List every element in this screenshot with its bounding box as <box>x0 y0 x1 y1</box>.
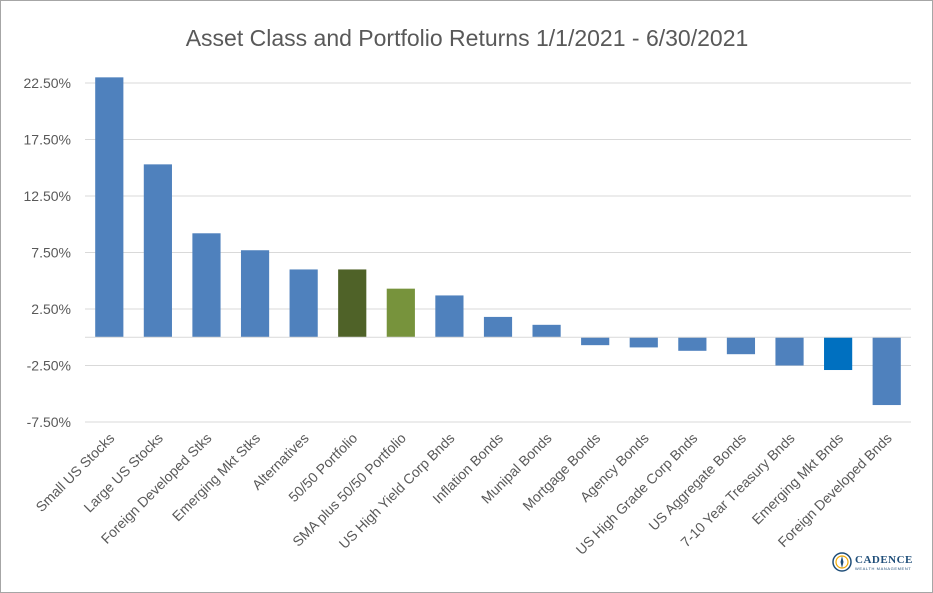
bar-emerging-mkt-stks <box>240 250 270 338</box>
bar-alternatives <box>289 269 318 338</box>
y-tick-label: 17.50% <box>24 132 71 148</box>
y-tick-label: 12.50% <box>24 188 71 204</box>
chart-title: Asset Class and Portfolio Returns 1/1/20… <box>186 25 749 51</box>
bar-us-aggregate-bonds <box>726 337 756 355</box>
y-tick-label: 2.50% <box>31 301 71 317</box>
gridlines <box>85 82 911 423</box>
bar-foreign-developed-stks <box>192 233 221 338</box>
logo-name: CADENCE <box>855 554 913 566</box>
bar-inflation-bonds <box>483 316 513 338</box>
bar-50-50-portfolio <box>338 269 367 338</box>
logo-tagline: WEALTH MANAGEMENT <box>855 566 911 571</box>
bar-7-10-year-treasury-bnds <box>775 337 804 366</box>
bar-large-us-stocks <box>143 164 172 338</box>
bar-emerging-mkt-bnds <box>824 337 853 371</box>
bar-sma-plus-50-50-portfolio <box>386 288 415 338</box>
y-tick-label: 22.50% <box>24 75 71 91</box>
y-axis-tick-labels: 22.50% 17.50% 12.50% 7.50% 2.50% -2.50% -7.50% <box>24 75 71 430</box>
category-label: Emerging Mkt Bnds <box>749 430 847 528</box>
bar-small-us-stocks <box>95 77 124 338</box>
compass-logo-icon <box>832 552 852 572</box>
category-label: Emerging Mkt Stks <box>169 430 263 524</box>
bar-agency-bonds <box>629 337 658 348</box>
y-tick-label: -2.50% <box>27 358 71 374</box>
bar-foreign-developed-bnds <box>872 337 901 406</box>
bar-munipal-bonds <box>532 324 561 338</box>
bars <box>95 77 901 406</box>
y-tick-label: 7.50% <box>31 245 71 261</box>
bar-us-high-yield-corp-bnds <box>435 295 464 338</box>
cadence-logo: CADENCE WEALTH MANAGEMENT <box>832 552 913 572</box>
bar-us-high-grade-corp-bnds <box>678 337 707 351</box>
y-tick-label: -7.50% <box>27 414 71 430</box>
bar-mortgage-bonds <box>581 337 610 346</box>
